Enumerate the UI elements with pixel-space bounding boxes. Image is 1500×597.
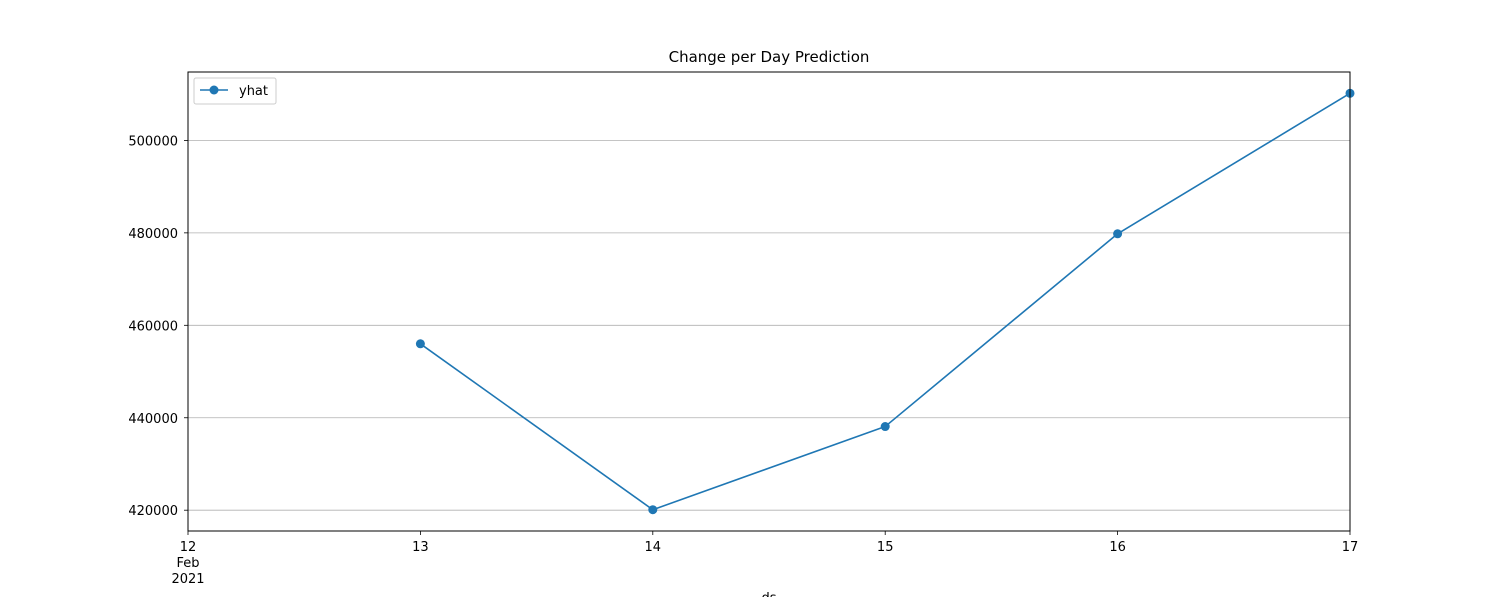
plot-frame [187, 71, 1351, 532]
x-tick-label: 15 [877, 540, 894, 555]
y-axis: 420000 440000 460000 480000 500000 [128, 134, 188, 519]
legend-label-yhat: yhat [239, 84, 268, 99]
data-point [415, 339, 425, 349]
x-tick-sublabel: 2021 [171, 572, 204, 587]
y-tick-label: 440000 [128, 412, 178, 427]
y-tick-label: 460000 [128, 319, 178, 334]
x-tick-label: 17 [1342, 540, 1359, 555]
series-line-yhat [419, 92, 1351, 511]
y-tick-label: 420000 [128, 504, 178, 519]
legend-marker-swatch [209, 85, 219, 95]
x-tick-label: 13 [412, 540, 429, 555]
x-tick-label: 12 [180, 540, 197, 555]
legend-box [193, 77, 277, 105]
x-axis-label: ds [761, 591, 776, 597]
data-point [648, 505, 658, 515]
y-tick-label: 500000 [128, 134, 178, 149]
x-tick-label: 16 [1109, 540, 1126, 555]
grid-lines [188, 140, 1350, 511]
y-tick-label: 480000 [128, 227, 178, 242]
legend: yhat [193, 77, 277, 105]
chart-title: Change per Day Prediction [669, 48, 870, 66]
x-tick-label: 14 [645, 540, 662, 555]
data-point [1113, 229, 1123, 239]
series-layer [415, 88, 1355, 515]
x-tick-sublabel: Feb [176, 556, 199, 571]
data-point [880, 422, 890, 432]
